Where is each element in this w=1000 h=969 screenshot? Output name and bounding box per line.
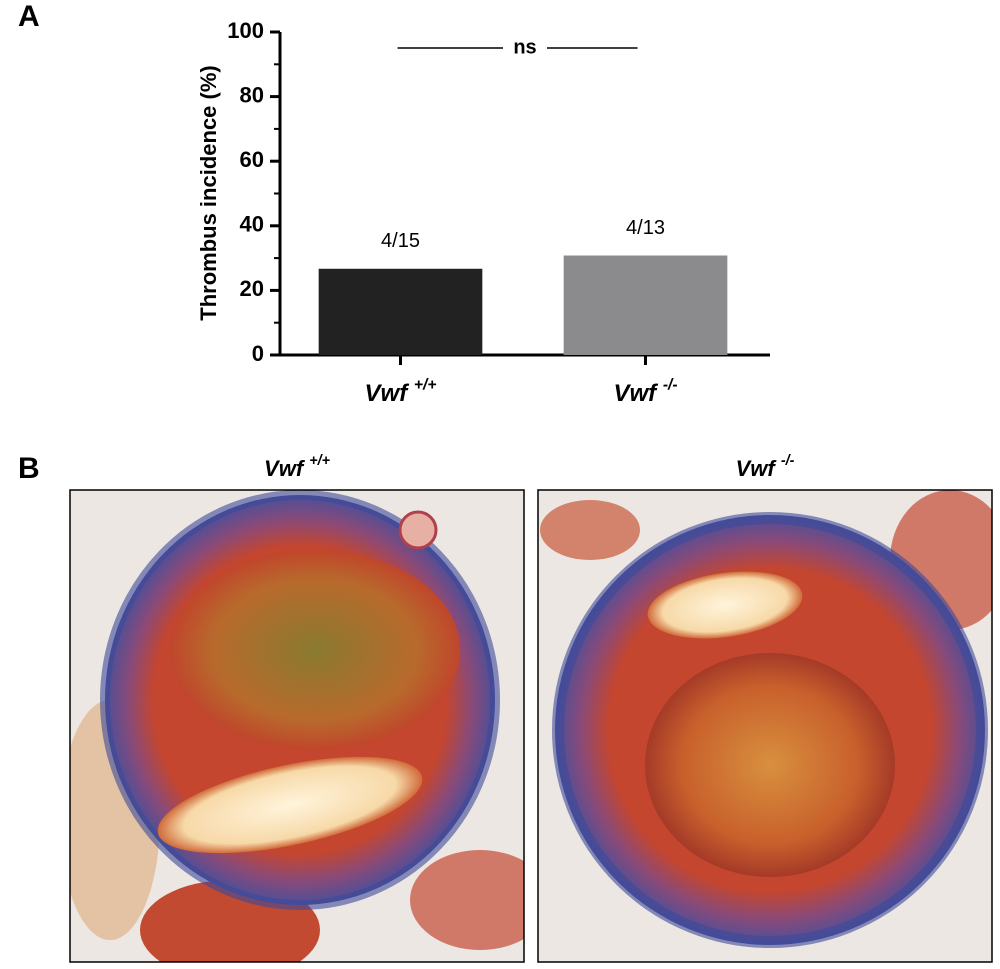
image-title: Vwf -/- xyxy=(736,453,795,481)
x-tick-label: Vwf -/- xyxy=(613,377,677,408)
image-title: Vwf +/+ xyxy=(264,453,331,481)
y-tick-label: 100 xyxy=(227,18,264,43)
bar xyxy=(318,268,483,355)
y-tick-label: 60 xyxy=(240,147,264,172)
value-label: 4/13 xyxy=(626,217,665,239)
y-tick-label: 40 xyxy=(240,212,264,237)
y-tick-label: 20 xyxy=(240,276,264,301)
annotation: ns xyxy=(513,36,536,58)
image-frame xyxy=(537,489,993,963)
y-axis-label: Thrombus incidence (%) xyxy=(196,65,221,320)
image-frame xyxy=(69,489,525,963)
y-tick-label: 0 xyxy=(252,341,264,366)
histology-image xyxy=(538,490,992,962)
y-tick-label: 80 xyxy=(240,82,264,107)
panel-label: B xyxy=(18,452,40,485)
histology-image xyxy=(70,490,524,962)
value-label: 4/15 xyxy=(381,230,420,252)
panel-label: A xyxy=(18,0,40,33)
x-tick-label: Vwf +/+ xyxy=(365,377,437,408)
bar xyxy=(563,255,728,355)
